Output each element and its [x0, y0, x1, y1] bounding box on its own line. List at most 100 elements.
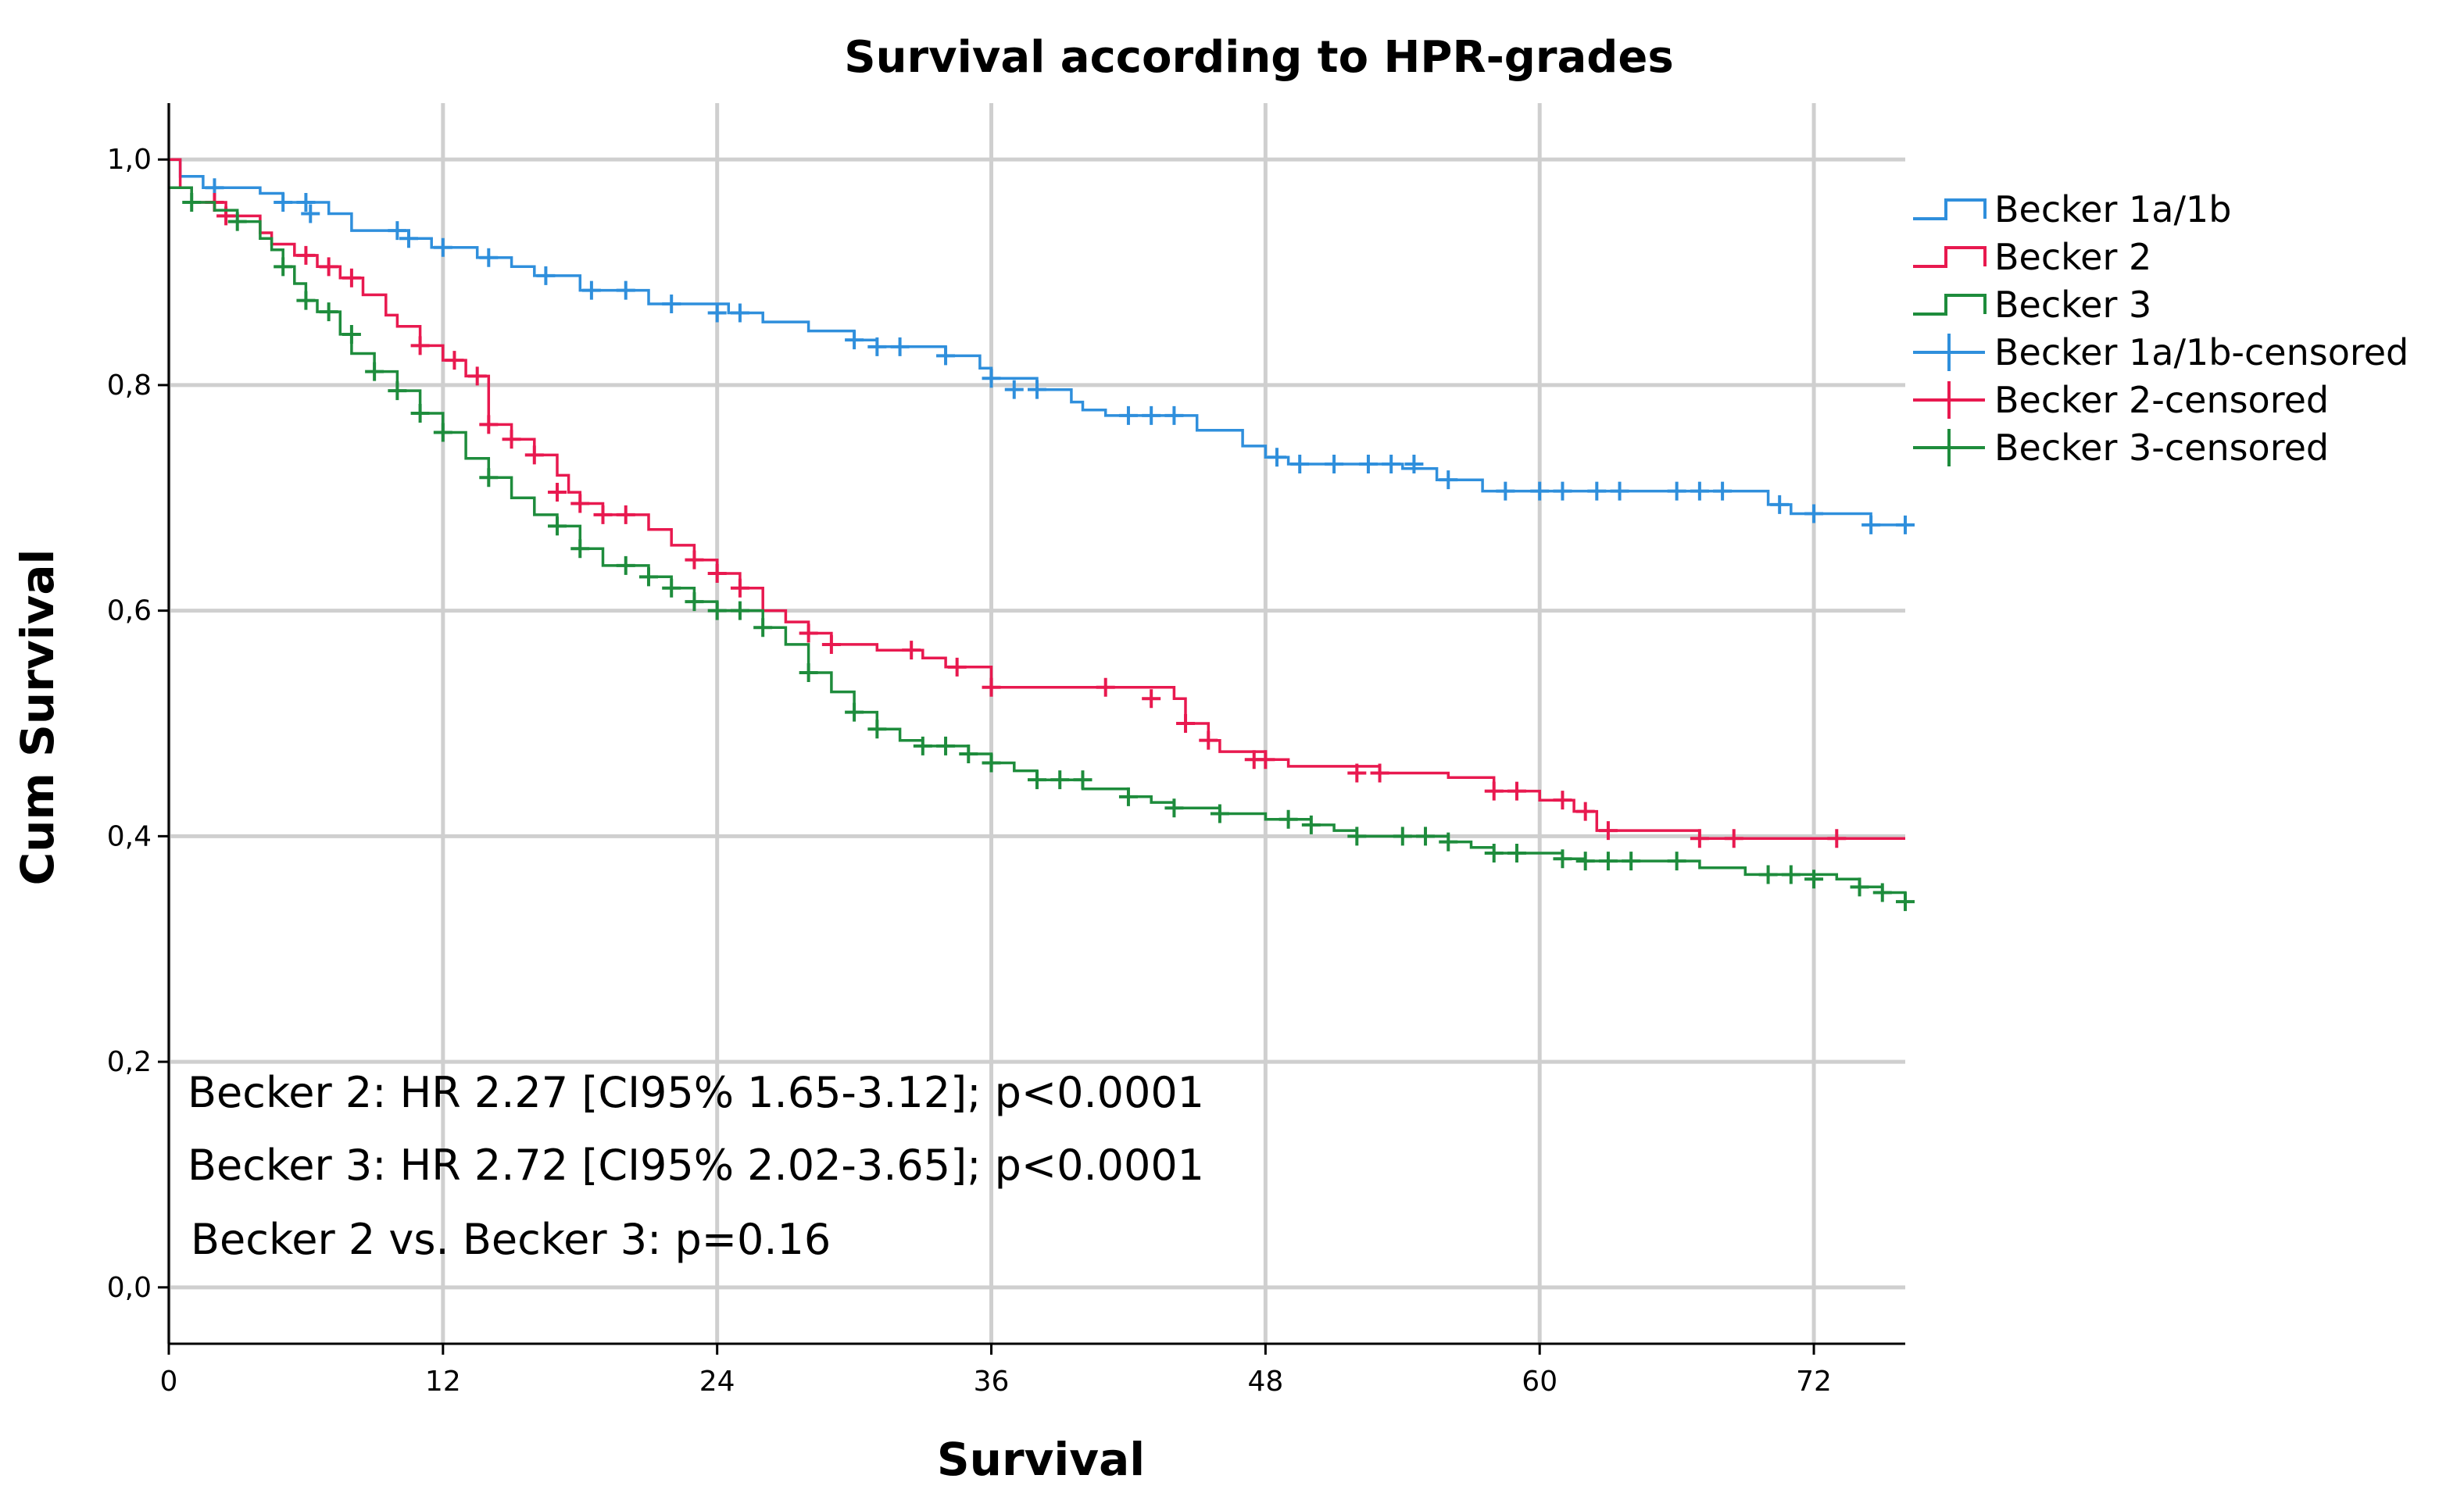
censor-mark — [707, 563, 727, 583]
annotation-becker-2-vs-3: Becker 2 vs. Becker 3: p=0.16 — [191, 1215, 831, 1264]
x-tick-label: 0 — [160, 1366, 178, 1398]
censor-mark — [1770, 495, 1790, 514]
y-tick-label: 0,2 — [107, 1046, 152, 1078]
legend-item: Becker 3-censored — [1913, 427, 2329, 469]
censor-mark — [433, 423, 452, 442]
censor-mark — [662, 294, 681, 313]
censor-mark — [399, 229, 418, 248]
censor-mark — [1325, 454, 1344, 473]
censor-mark — [707, 303, 727, 323]
x-tick-label: 12 — [425, 1366, 461, 1398]
censor-mark — [1416, 827, 1436, 846]
y-tick-label: 0,0 — [107, 1272, 152, 1304]
censor-mark — [1804, 870, 1824, 889]
censor-mark — [570, 539, 590, 559]
censor-mark — [1804, 504, 1824, 523]
censor-mark — [1004, 380, 1024, 399]
censor-mark — [616, 555, 635, 575]
censor-mark — [182, 193, 202, 212]
censor-mark — [1347, 763, 1367, 783]
censor-mark — [1439, 470, 1458, 490]
legend-swatch — [1913, 294, 1987, 316]
censor-mark — [936, 736, 956, 755]
censor-mark — [1267, 448, 1286, 467]
censor-mark — [707, 601, 727, 620]
y-tick-label: 1,0 — [107, 144, 152, 176]
censor-mark — [890, 337, 910, 356]
series-2 — [169, 158, 1905, 848]
censor-mark — [581, 280, 601, 300]
censor-mark — [1370, 763, 1389, 783]
censor-mark — [1861, 515, 1881, 534]
survival-line-3 — [169, 186, 1907, 902]
censor-mark — [570, 494, 590, 513]
annotations: Becker 2: HR 2.27 [CI95% 1.65-3.12]; p<0… — [188, 1068, 1204, 1264]
censor-mark — [502, 430, 521, 449]
survival-line-2 — [169, 158, 1905, 841]
legend-label: Becker 2 — [1994, 236, 2151, 278]
censor-mark — [730, 303, 749, 323]
censor-mark — [947, 657, 967, 677]
censor-mark — [1199, 730, 1218, 750]
censor-mark — [1896, 515, 1915, 534]
censor-mark — [1142, 689, 1161, 709]
censor-mark — [1610, 481, 1629, 501]
censor-mark — [274, 193, 293, 212]
legend-swatch — [1913, 381, 1985, 419]
y-tick-label: 0,4 — [107, 820, 152, 852]
censor-mark — [1690, 829, 1709, 848]
legend-swatch — [1913, 429, 1985, 466]
censor-mark — [524, 445, 544, 465]
legend-item: Becker 1a/1b — [1913, 188, 2231, 230]
censor-mark — [845, 702, 864, 722]
censor-mark — [1507, 781, 1526, 801]
censor-mark — [936, 346, 956, 366]
chart-title: Survival according to HPR-grades — [844, 32, 1673, 83]
censor-mark — [1530, 481, 1550, 501]
censor-mark — [1164, 405, 1184, 425]
censor-mark — [388, 221, 407, 241]
annotation-becker-3: Becker 3: HR 2.72 [CI95% 2.02-3.65]; p<0… — [188, 1141, 1204, 1190]
censor-mark — [319, 257, 338, 277]
censor-mark — [902, 641, 921, 660]
censor-mark — [1667, 481, 1686, 501]
series-1 — [169, 158, 1915, 534]
censor-mark — [730, 601, 749, 620]
censor-mark — [296, 291, 316, 310]
censor-mark — [1553, 791, 1572, 810]
censor-mark — [1050, 770, 1070, 790]
censor-mark — [799, 623, 818, 643]
grid — [166, 103, 1905, 1344]
censor-mark — [616, 505, 635, 524]
legend-label: Becker 3 — [1994, 284, 2151, 326]
x-tick-label: 24 — [699, 1366, 735, 1398]
censor-mark — [1393, 827, 1412, 846]
censor-mark — [1118, 787, 1138, 806]
x-tick-label: 36 — [974, 1366, 1010, 1398]
censor-mark — [1073, 770, 1093, 790]
censor-mark — [982, 677, 1001, 697]
legend: Becker 1a/1b Becker 2 Becker 3 Becker 1a/1b… — [1913, 188, 2409, 469]
censor-mark — [1713, 481, 1733, 501]
legend-swatch — [1913, 334, 1985, 371]
censor-mark — [1667, 852, 1686, 871]
censor-mark — [296, 193, 316, 212]
censor-mark — [730, 578, 749, 598]
censor-mark — [1382, 454, 1401, 473]
legend-label: Becker 3-censored — [1994, 427, 2329, 469]
censor-mark — [1553, 849, 1572, 869]
censor-mark — [1872, 883, 1892, 902]
censor-mark — [479, 248, 499, 267]
censor-mark — [433, 238, 452, 257]
censor-mark — [616, 280, 635, 300]
censor-mark — [685, 592, 704, 612]
censor-mark — [1850, 877, 1869, 897]
censor-mark — [342, 268, 361, 288]
censor-mark — [1028, 380, 1046, 399]
censor-mark — [1096, 677, 1115, 697]
censor-mark — [319, 302, 338, 322]
x-axis-label: Survival — [937, 1433, 1145, 1486]
x-tick-label: 60 — [1522, 1366, 1557, 1398]
censor-mark — [1484, 844, 1504, 863]
